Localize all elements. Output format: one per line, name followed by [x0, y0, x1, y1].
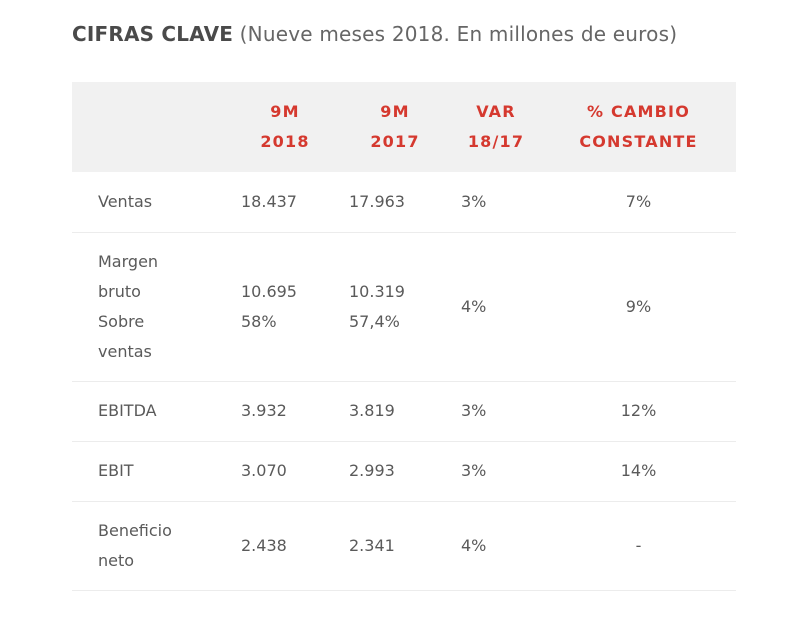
cell-constant-change: 7% [541, 172, 736, 233]
cell-constant-change: 12% [541, 381, 736, 442]
title-subtitle: (Nueve meses 2018. En millones de euros) [233, 22, 678, 46]
header-9m-2017-line-2: 2017 [370, 132, 420, 151]
cell-9m-2017: 17.963 [339, 172, 451, 233]
cell-var: 3% [451, 441, 541, 502]
row-label: Margen bruto Sobre ventas [72, 232, 231, 382]
row-label: EBIT [72, 441, 231, 502]
cell-value: 3.819 [349, 401, 395, 420]
table-row: Beneficio neto 2.438 2.341 4% - [72, 501, 736, 591]
cell-9m-2018: 10.695 58% [231, 232, 339, 382]
header-9m-2018-line-1: 9M [270, 102, 300, 121]
cell-9m-2017: 2.341 [339, 501, 451, 591]
header-constant-line-1: % CAMBIO [587, 102, 690, 121]
title-strong: CIFRAS CLAVE [72, 22, 234, 46]
table-row: EBIT 3.070 2.993 3% 14% [72, 441, 736, 502]
table-header: 9M 2018 9M 2017 VAR 18/17 % CAMBIO CONST… [72, 82, 736, 172]
row-label-line: EBITDA [98, 401, 157, 420]
cell-value: 2.993 [349, 461, 395, 480]
cell-constant-change: 14% [541, 441, 736, 502]
table-row: EBITDA 3.932 3.819 3% 12% [72, 381, 736, 442]
page-title: CIFRAS CLAVE (Nueve meses 2018. En millo… [72, 22, 677, 46]
cell-value: 10.319 [349, 281, 405, 301]
header-constant-change: % CAMBIO CONSTANTE [541, 82, 736, 172]
cell-9m-2018: 18.437 [231, 172, 339, 233]
row-label-line: ventas [98, 341, 152, 361]
cell-9m-2018: 2.438 [231, 501, 339, 591]
row-label-line: EBIT [98, 461, 134, 480]
row-label-line: neto [98, 550, 135, 570]
header-9m-2017: 9M 2017 [339, 82, 451, 172]
row-label: Ventas [72, 172, 231, 233]
header-constant-line-2: CONSTANTE [579, 132, 698, 151]
header-9m-2018: 9M 2018 [231, 82, 339, 172]
header-var: VAR 18/17 [451, 82, 541, 172]
header-row: 9M 2018 9M 2017 VAR 18/17 % CAMBIO CONST… [72, 82, 736, 172]
header-9m-2018-line-2: 2018 [260, 132, 310, 151]
table-body: Ventas 18.437 17.963 3% 7% Margen bruto … [72, 172, 736, 591]
table-row: Ventas 18.437 17.963 3% 7% [72, 172, 736, 233]
cell-value: 2.341 [349, 535, 395, 555]
row-label: EBITDA [72, 381, 231, 442]
row-label-line: bruto [98, 281, 141, 301]
header-label-column [72, 82, 231, 172]
header-var-line-2: 18/17 [467, 132, 525, 151]
cell-constant-change: - [541, 501, 736, 591]
cell-value: 10.695 [241, 281, 297, 301]
row-label: Beneficio neto [72, 501, 231, 591]
cell-value-secondary: 57,4% [349, 311, 400, 331]
row-label-line: Sobre [98, 311, 145, 331]
cell-var: 4% [451, 232, 541, 382]
cell-value-secondary: 58% [241, 311, 277, 331]
cell-value: 18.437 [241, 191, 297, 211]
cell-var: 4% [451, 501, 541, 591]
cell-value: 17.963 [349, 191, 405, 211]
header-var-line-1: VAR [476, 102, 516, 121]
header-9m-2017-line-1: 9M [380, 102, 410, 121]
table-row: Margen bruto Sobre ventas 10.695 58% 10.… [72, 232, 736, 382]
cell-value: 3.932 [241, 401, 287, 420]
cell-var: 3% [451, 381, 541, 442]
row-label-line: Margen [98, 251, 159, 271]
cell-9m-2017: 2.993 [339, 441, 451, 502]
cell-constant-change: 9% [541, 232, 736, 382]
key-figures-table: 9M 2018 9M 2017 VAR 18/17 % CAMBIO CONST… [72, 82, 736, 591]
row-label-line: Beneficio [98, 520, 172, 540]
cell-9m-2018: 3.070 [231, 441, 339, 502]
cell-var: 3% [451, 172, 541, 233]
cell-9m-2017: 3.819 [339, 381, 451, 442]
cell-value: 3.070 [241, 461, 287, 480]
row-label-line: Ventas [98, 191, 153, 211]
cell-9m-2017: 10.319 57,4% [339, 232, 451, 382]
cell-value: 2.438 [241, 535, 287, 555]
cell-9m-2018: 3.932 [231, 381, 339, 442]
